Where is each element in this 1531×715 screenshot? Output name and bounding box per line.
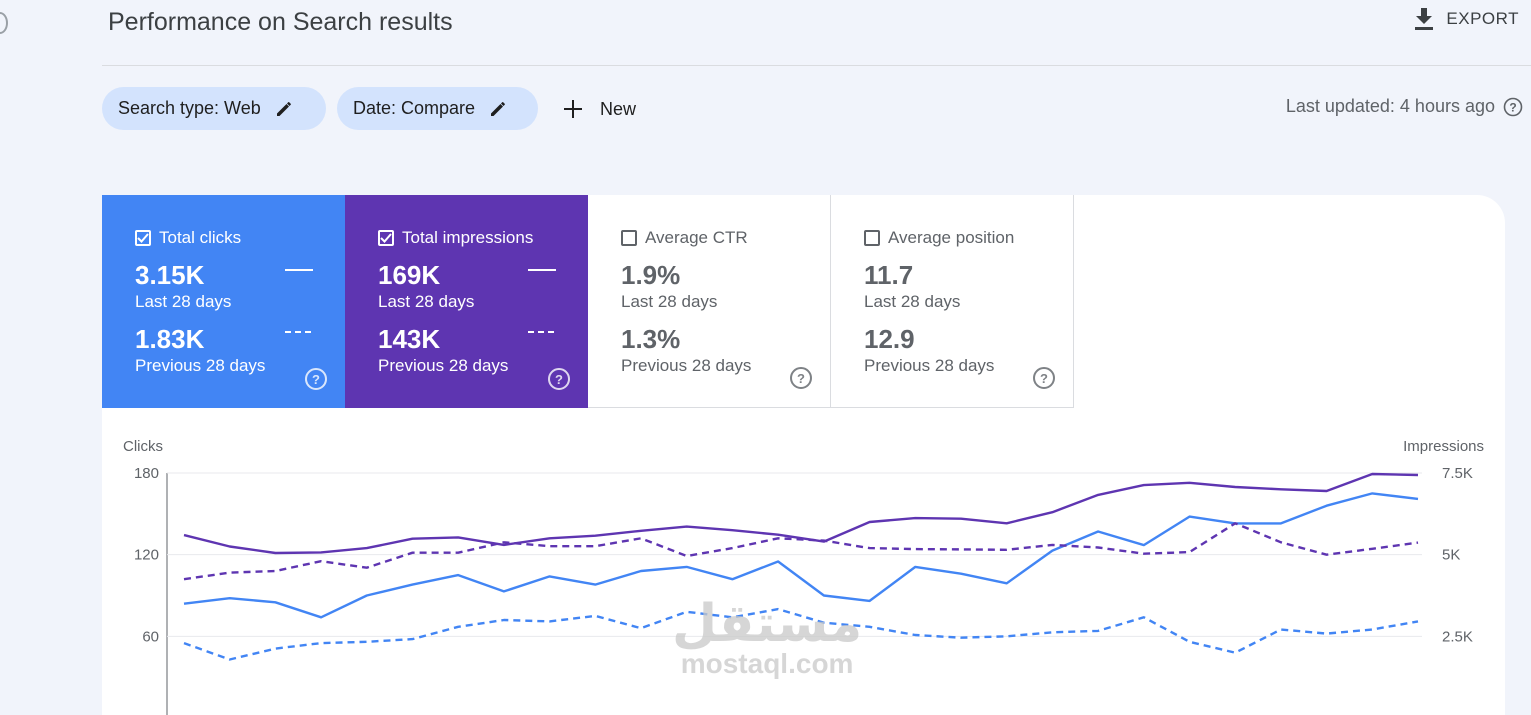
y-tick-left-label: 120 [134,547,159,564]
metric-period: Last 28 days [378,292,475,311]
series-line [183,522,1419,581]
metric-prev-value: 1.83K [135,324,205,354]
edit-icon [491,101,505,116]
export-label: EXPORT [1446,9,1519,28]
metric-value: 169K [378,260,441,290]
y-tick-right-label: 5K [1442,547,1460,564]
metric-period: Last 28 days [135,292,232,311]
help-icon[interactable]: ? [1033,367,1055,389]
y-tick-right-label: 7.5K [1442,465,1473,482]
performance-panel: Total clicks 3.15K Last 28 days 1.83K Pr… [102,195,1505,715]
y-axis-right-label: Impressions [1403,438,1484,455]
last-updated-text: Last updated: 4 hours ago [1285,96,1495,116]
date-label: Date: Compare [353,98,476,118]
download-icon [1415,8,1434,30]
metric-prev-value: 143K [378,324,441,354]
metric-label: Average position [888,228,1015,247]
edit-icon [276,101,291,116]
new-filter-button[interactable]: New [562,92,636,126]
search-type-label: Search type: Web [118,98,261,118]
metric-value: 3.15K [135,260,205,290]
search-type-chip[interactable]: Search type: Web [102,87,326,130]
dashed-line-legend-icon [285,331,313,333]
svg-text:?: ? [1509,100,1516,114]
series-line [183,607,1419,661]
date-chip[interactable]: Date: Compare [337,87,538,130]
y-tick-left-label: 60 [142,628,159,645]
help-icon[interactable]: ? [1503,97,1523,117]
metric-prev-period: Previous 28 days [135,356,266,375]
metric-period: Last 28 days [864,292,961,311]
checkbox-unchecked-icon[interactable] [621,230,637,246]
metric-prev-period: Previous 28 days [621,356,752,375]
help-icon[interactable]: ? [305,368,327,390]
metric-period: Last 28 days [621,292,718,311]
metric-label: Total clicks [159,228,242,247]
series-line [183,472,1419,555]
page-title: Performance on Search results [108,8,453,36]
metric-prev-value: 1.3% [621,324,681,354]
y-axis-left-label: Clicks [123,438,163,455]
edge-icon [0,12,8,34]
metric-card-total-impressions[interactable]: Total impressions 169K Last 28 days 143K… [345,195,588,408]
dashed-line-legend-icon [528,331,556,333]
help-icon[interactable]: ? [548,368,570,390]
metric-value: 11.7 [864,260,914,290]
metric-prev-value: 12.9 [864,324,915,354]
metric-label: Average CTR [645,228,748,247]
metric-card-average-ctr[interactable]: Average CTR 1.9% Last 28 days 1.3% Previ… [588,195,831,408]
metric-card-total-clicks[interactable]: Total clicks 3.15K Last 28 days 1.83K Pr… [102,195,345,408]
metric-label: Total impressions [402,228,534,247]
plus-icon [564,100,582,118]
y-tick-left-label: 180 [134,465,159,482]
export-button[interactable]: EXPORT [1414,8,1519,30]
help-icon[interactable]: ? [790,367,812,389]
metric-prev-period: Previous 28 days [378,356,509,375]
header-divider [102,65,1531,66]
checkbox-unchecked-icon[interactable] [864,230,880,246]
metric-prev-period: Previous 28 days [864,356,995,375]
metric-card-average-position[interactable]: Average position 11.7 Last 28 days 12.9 … [831,195,1074,408]
series-line [183,492,1419,619]
checkbox-checked-icon[interactable] [135,230,151,246]
performance-chart[interactable]: Clicks Impressions 180 7.5K 120 5K 60 2.5K [102,408,1505,715]
solid-line-legend-icon [285,269,313,271]
new-label: New [600,98,637,119]
last-updated: Last updated: 4 hours ago ? [1286,96,1523,117]
checkbox-checked-icon[interactable] [378,230,394,246]
y-tick-right-label: 2.5K [1442,628,1473,645]
metric-value: 1.9% [621,260,681,290]
solid-line-legend-icon [528,269,556,271]
